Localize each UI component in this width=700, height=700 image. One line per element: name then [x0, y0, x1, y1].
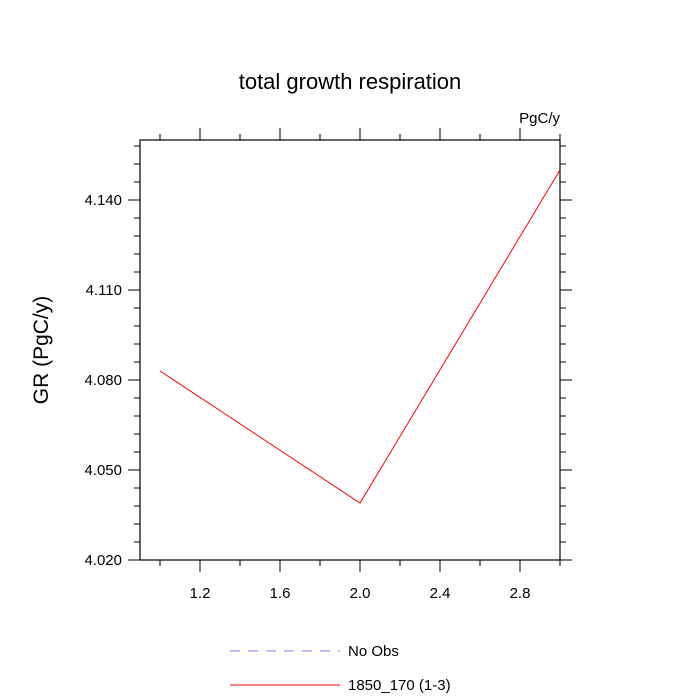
x-tick-label: 1.2	[190, 585, 211, 602]
x-tick-label: 1.6	[270, 585, 291, 602]
y-tick-label: 4.020	[84, 552, 122, 569]
plot-frame	[139, 139, 561, 561]
chart-title: total growth respiration	[239, 69, 462, 94]
x-tick-label: 2.8	[510, 585, 531, 602]
y-tick-label: 4.080	[84, 372, 122, 389]
y-axis-label: GR (PgC/y)	[30, 296, 53, 405]
y-tick-label: 4.050	[84, 462, 122, 479]
y-tick-label: 4.140	[84, 192, 122, 209]
series-line	[159, 169, 561, 504]
y-tick-label: 4.110	[86, 282, 122, 299]
x-tick-label: 2.0	[350, 585, 371, 602]
legend-label: 1850_170 (1-3)	[348, 677, 451, 694]
legend-label: No Obs	[348, 643, 399, 660]
units-label: PgC/y	[519, 110, 560, 127]
x-tick-label: 2.4	[430, 585, 451, 602]
